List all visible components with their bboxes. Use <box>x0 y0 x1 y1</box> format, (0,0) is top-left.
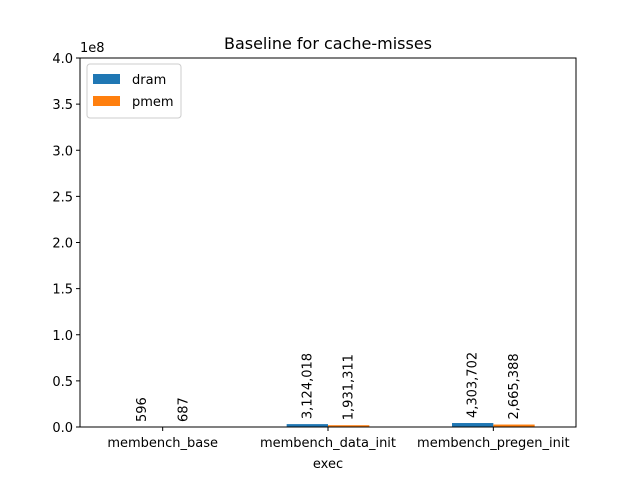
y-tick-label: 3.0 <box>52 144 73 159</box>
legend-label-pmem: pmem <box>132 95 174 110</box>
bar-pmem <box>328 425 370 427</box>
data-label-dram: 596 <box>135 397 150 422</box>
plot-frame <box>79 57 577 428</box>
data-label-pmem: 2,665,388 <box>507 353 522 419</box>
data-label-dram: 4,303,702 <box>466 352 481 418</box>
y-tick-label: 2.0 <box>52 237 73 252</box>
data-label-pmem: 1,931,311 <box>342 354 357 420</box>
y-tick-label: 3.5 <box>52 98 73 113</box>
x-axis: membench_base membench_data_init membench_… <box>107 427 570 451</box>
y-tick-label: 1.0 <box>52 329 73 344</box>
legend: dram pmem <box>86 63 182 119</box>
x-tick-label: membench_base <box>107 436 218 451</box>
legend-swatch-pmem <box>93 96 120 106</box>
bar-dram <box>452 423 494 427</box>
y-axis: 0.0 0.5 1.0 1.5 2.0 2.5 3.0 3.5 4.0 <box>52 52 80 436</box>
legend-swatch-dram <box>93 74 120 84</box>
plot-area <box>80 58 576 427</box>
y-offset-label: 1e8 <box>80 41 105 56</box>
y-tick-label: 1.5 <box>52 283 73 298</box>
legend-label-dram: dram <box>132 73 166 88</box>
y-tick-label: 2.5 <box>52 190 73 205</box>
y-tick-label: 0.0 <box>52 421 73 436</box>
data-label-pmem: 687 <box>176 397 191 422</box>
x-axis-label: exec <box>313 457 343 472</box>
data-label-dram: 3,124,018 <box>300 353 315 419</box>
chart-title: Baseline for cache-misses <box>224 34 432 53</box>
data-labels-group: 596 687 3,124,018 1,931,311 4,303,702 2,665,3… <box>135 352 522 422</box>
bar-dram <box>286 424 328 427</box>
x-tick-label: membench_pregen_init <box>417 436 570 451</box>
x-tick-label: membench_data_init <box>260 436 396 451</box>
bar-pmem <box>493 424 535 427</box>
y-tick-label: 0.5 <box>52 375 73 390</box>
y-tick-label: 4.0 <box>52 52 73 67</box>
